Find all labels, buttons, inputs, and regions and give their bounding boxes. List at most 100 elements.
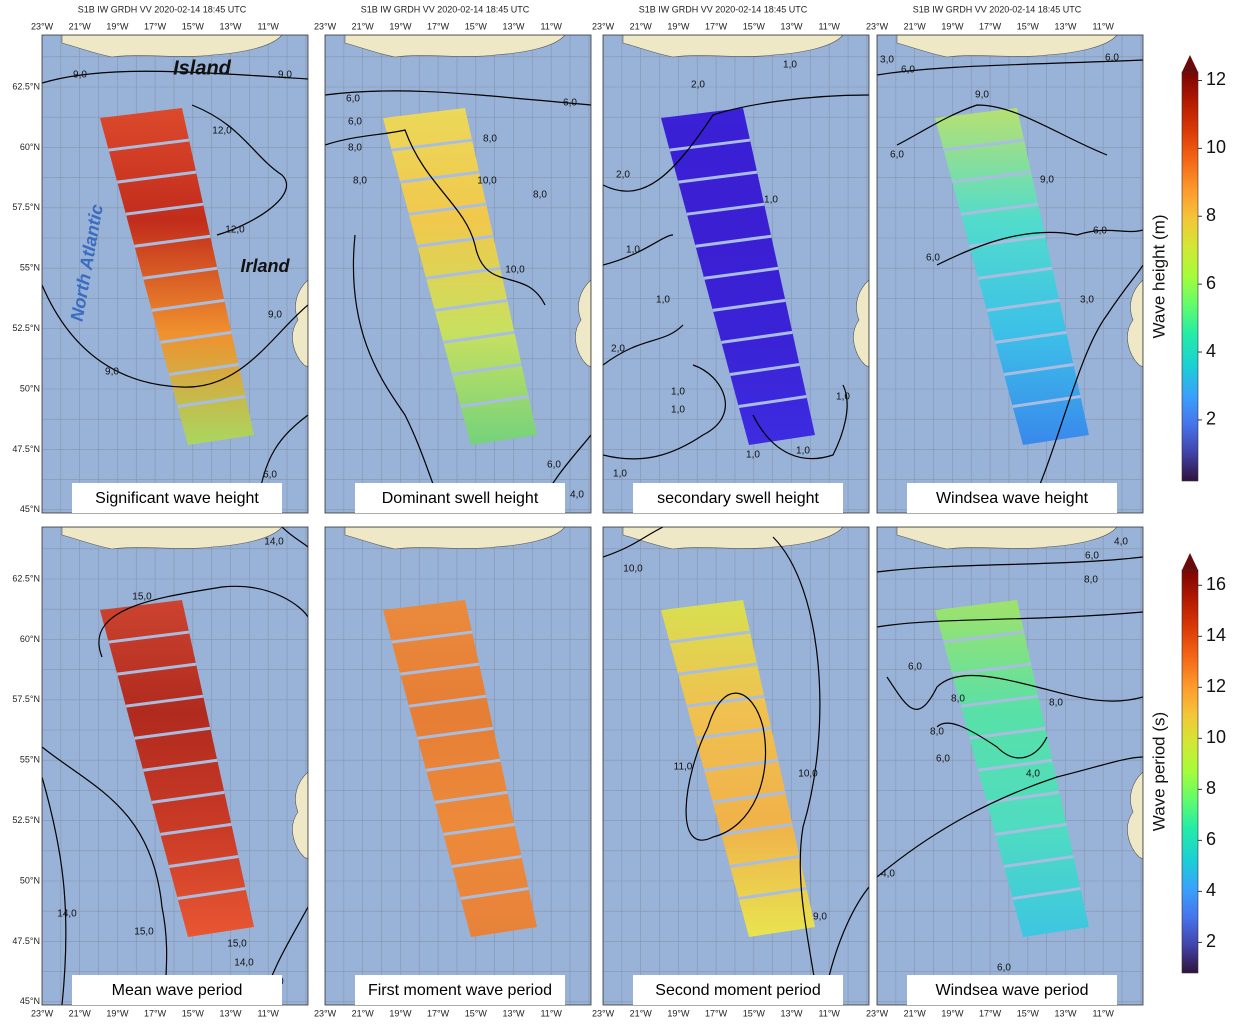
swath-gap xyxy=(417,234,494,248)
contour-label: 6,0 xyxy=(890,150,904,161)
contour xyxy=(936,229,1143,266)
contour xyxy=(603,324,684,366)
contour-label: 9,0 xyxy=(73,70,87,81)
map-body: 6,0 6,0 6,0 8,0 8,0 8,0 10,0 10,0 8,0 6,0 4,0 xyxy=(325,35,591,513)
land xyxy=(61,35,283,58)
colorbar-tick-label: 16 xyxy=(1206,574,1226,594)
contour-label: 4,0 xyxy=(881,869,895,880)
contour-label: 4,0 xyxy=(570,490,584,501)
swath-gap xyxy=(1012,395,1081,409)
colorbar-scale xyxy=(1181,569,1199,974)
header: S1B IW GRDH VV 2020-02-14 18:45 UTC xyxy=(78,4,247,14)
contour xyxy=(772,536,821,1005)
swath-gap xyxy=(417,726,494,740)
contour-label: 8,0 xyxy=(930,727,944,738)
panel-label: Significant wave height xyxy=(95,490,259,507)
land xyxy=(344,527,566,550)
lat-label: 47.5°N xyxy=(12,444,40,454)
lon-label: 15°W xyxy=(465,21,488,31)
panel-label: Second moment period xyxy=(655,982,820,999)
contour xyxy=(752,384,848,460)
swath-gap xyxy=(721,822,793,836)
map-body xyxy=(325,527,591,1005)
lon-label: 13°W xyxy=(1054,1008,1077,1018)
lat-label: 57.5°N xyxy=(12,694,40,704)
lon-label: 23°W xyxy=(592,1008,615,1018)
contour xyxy=(936,722,1048,759)
lon-label: 19°W xyxy=(106,1008,129,1018)
swath-gap xyxy=(995,822,1067,836)
lat-label: 60°N xyxy=(20,634,40,644)
lon-label: 21°W xyxy=(904,21,927,31)
contour xyxy=(325,90,591,106)
swath-gap xyxy=(451,854,522,868)
swath-gap xyxy=(400,662,480,676)
contour-label: 14,0 xyxy=(57,909,77,920)
label-box xyxy=(355,975,565,1005)
lon-label: 11°W xyxy=(1092,21,1114,31)
map-panel: 10,0 11,0 10,0 9,0 Second moment period 23°W 2… xyxy=(592,526,870,1018)
contour-label: 10,0 xyxy=(505,265,525,276)
contour-label: 15,0 xyxy=(134,927,154,938)
lat-label: 52.5°N xyxy=(12,815,40,825)
swath-gap xyxy=(678,170,758,184)
lon-label: 21°W xyxy=(630,21,653,31)
lon-label: 11°W xyxy=(818,1008,840,1018)
colorbar-scale xyxy=(1181,71,1199,482)
contour-label: 8,0 xyxy=(348,143,362,154)
contour xyxy=(98,585,308,658)
swath-gap xyxy=(1012,887,1081,901)
lon-label: 21°W xyxy=(904,1008,927,1018)
lon-label: 15°W xyxy=(743,1008,766,1018)
contour-label: 1,0 xyxy=(746,450,760,461)
swath xyxy=(383,600,537,937)
contour xyxy=(42,776,67,1005)
land xyxy=(896,35,1118,58)
contour-label: 6,0 xyxy=(348,117,362,128)
colorbar-extend xyxy=(1182,55,1198,72)
lon-label: 15°W xyxy=(1017,1008,1040,1018)
swath xyxy=(661,600,815,937)
contour xyxy=(42,284,308,388)
swath-gap xyxy=(108,630,190,644)
panel-label: Dominant swell height xyxy=(382,490,539,507)
lon-label: 11°W xyxy=(1092,1008,1114,1018)
swath-gap xyxy=(703,266,779,280)
colorbar-tick-label: 6 xyxy=(1206,829,1216,849)
map-body: 10,0 11,0 10,0 9,0 xyxy=(603,527,869,1005)
label-box xyxy=(72,975,282,1005)
swath-gap xyxy=(986,298,1060,312)
contour-label: 2,0 xyxy=(611,344,625,355)
contour-label: 6,0 xyxy=(936,754,950,765)
lon-label: 17°W xyxy=(979,1008,1002,1018)
land xyxy=(344,35,566,58)
lat-label: 62.5°N xyxy=(12,81,40,91)
contour xyxy=(886,674,1143,710)
contour-label: 9,0 xyxy=(278,70,292,81)
header: S1B IW GRDH VV 2020-02-14 18:45 UTC xyxy=(361,4,530,14)
contour xyxy=(603,234,674,266)
contour-label: 9,0 xyxy=(975,90,989,101)
swath-gap xyxy=(995,330,1067,344)
panel-label: Mean wave period xyxy=(112,982,243,999)
swath-gap xyxy=(969,726,1046,740)
lon-label: 19°W xyxy=(667,1008,690,1018)
contour-label: 8,0 xyxy=(483,134,497,145)
lon-label: 19°W xyxy=(941,1008,964,1018)
contour xyxy=(325,129,546,306)
lon-label: 23°W xyxy=(866,21,889,31)
lat-label: 50°N xyxy=(20,875,40,885)
land xyxy=(1127,771,1143,860)
swath-gap xyxy=(678,662,758,676)
contour-label: 1,0 xyxy=(836,392,850,403)
swath-gap xyxy=(160,330,232,344)
contour xyxy=(877,756,1143,878)
swath-gap xyxy=(391,138,473,152)
swath-gap xyxy=(168,362,239,376)
swath-gap xyxy=(125,694,204,708)
lon-label: 19°W xyxy=(389,1008,412,1018)
contour xyxy=(877,59,1143,76)
colorbar-tick-label: 2 xyxy=(1206,409,1216,429)
lon-label: 23°W xyxy=(866,1008,889,1018)
